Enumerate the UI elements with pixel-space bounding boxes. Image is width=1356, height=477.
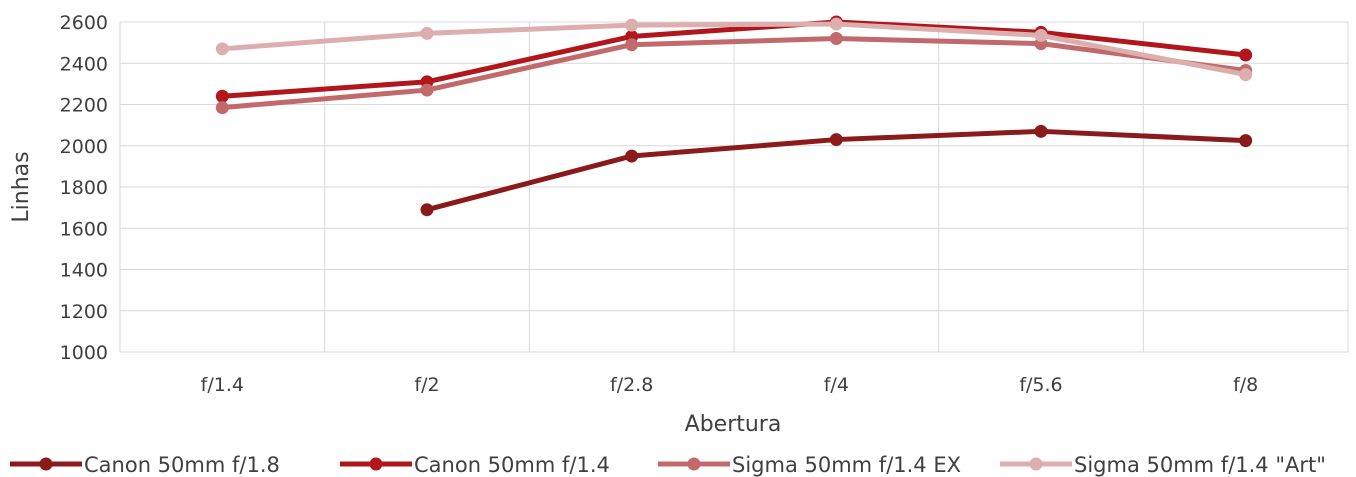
- y-tick-label: 1000: [60, 342, 108, 364]
- x-axis-title: Abertura: [685, 412, 782, 437]
- series-1: [420, 124, 1253, 217]
- y-tick-label: 2200: [60, 95, 108, 117]
- y-tick-label: 1400: [60, 260, 108, 282]
- legend-swatch-marker: [39, 457, 53, 471]
- gridlines: [119, 21, 1349, 353]
- series-line: [219, 36, 1249, 111]
- legend: Canon 50mm f/1.8 Canon 50mm f/1.4 Sigma 50…: [10, 453, 1326, 477]
- legend-label: Sigma 50mm f/1.4 "Art": [1074, 453, 1326, 477]
- x-tick-label: f/1.4: [201, 374, 244, 396]
- legend-label: Canon 50mm f/1.8: [84, 453, 280, 477]
- series-4: [215, 17, 1253, 82]
- data-point: [829, 17, 843, 31]
- x-axis-ticks: f/1.4 f/2 f/2.8 f/4 f/5.6 f/8: [201, 374, 1259, 396]
- x-tick-label: f/2: [414, 374, 439, 396]
- legend-swatch-marker: [1029, 457, 1043, 471]
- data-point: [1034, 124, 1048, 138]
- legend-swatch-marker: [687, 457, 701, 471]
- data-point: [625, 18, 639, 32]
- y-tick-label: 1800: [60, 177, 108, 199]
- legend-swatch-marker: [369, 457, 383, 471]
- series-lines: [215, 15, 1253, 217]
- legend-item: Sigma 50mm f/1.4 "Art": [1000, 453, 1326, 477]
- data-point: [1239, 48, 1253, 62]
- x-tick-label: f/4: [824, 374, 849, 396]
- y-tick-label: 2000: [60, 136, 108, 158]
- data-point: [215, 89, 229, 103]
- x-tick-label: f/8: [1233, 374, 1258, 396]
- data-point: [420, 83, 434, 97]
- y-axis-title: Linhas: [9, 151, 34, 222]
- series-line: [219, 21, 1249, 78]
- data-point: [829, 32, 843, 45]
- x-tick-label: f/5.6: [1019, 374, 1062, 396]
- legend-item: Sigma 50mm f/1.4 EX: [658, 453, 961, 477]
- legend-label: Canon 50mm f/1.4: [414, 453, 610, 477]
- data-point: [1239, 134, 1253, 148]
- y-tick-label: 2400: [60, 53, 108, 75]
- data-point: [215, 101, 229, 115]
- data-point: [625, 38, 639, 52]
- y-tick-label: 1600: [60, 218, 108, 240]
- y-tick-label: 1200: [60, 301, 108, 323]
- legend-item: Canon 50mm f/1.8: [10, 453, 280, 477]
- data-point: [1239, 68, 1253, 82]
- legend-item: Canon 50mm f/1.4: [340, 453, 610, 477]
- data-point: [420, 26, 434, 40]
- y-axis-ticks: 1000 1200 1400 1600 1800 2000 2200 2400 2600: [60, 12, 108, 364]
- y-tick-label: 2600: [60, 12, 108, 34]
- data-point: [1034, 28, 1048, 42]
- legend-label: Sigma 50mm f/1.4 EX: [732, 453, 961, 477]
- data-point: [215, 42, 229, 56]
- data-point: [829, 133, 843, 147]
- data-point: [420, 203, 434, 217]
- data-point: [625, 149, 639, 163]
- series-line: [219, 19, 1249, 99]
- x-tick-label: f/2.8: [610, 374, 653, 396]
